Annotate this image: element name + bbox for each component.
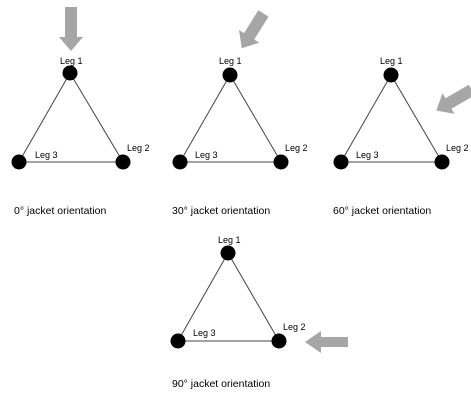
panel-60-deg: Leg 1 Leg 2 Leg 3 60° jacket orientation [333,56,471,217]
panel-caption: 30° jacket orientation [172,205,270,217]
edge-leg1-leg3 [177,252,229,342]
leg-3-label: Leg 3 [35,150,58,160]
leg-3-label: Leg 3 [356,150,379,160]
edge-leg1-leg2 [390,74,443,163]
leg-1-node [62,65,78,81]
leg-3-node [172,154,188,170]
leg-2-label: Leg 2 [283,322,306,332]
leg-2-label: Leg 2 [285,143,308,153]
panel-0-deg: Leg 1 Leg 2 Leg 3 0° jacket orientation [11,7,150,217]
edge-leg1-leg3 [340,74,392,163]
leg-2-node [273,154,289,170]
edge-leg1-leg3 [179,74,231,163]
leg-2-label: Leg 2 [446,143,469,153]
leg-3-node [11,154,27,170]
edge-leg1-leg3 [18,72,71,163]
load-arrow-icon [305,331,348,353]
leg-3-label: Leg 3 [193,328,216,338]
leg-2-node [271,333,287,349]
panel-caption: 0° jacket orientation [14,205,106,217]
edge-leg1-leg2 [69,72,124,163]
leg-2-node [115,154,131,170]
load-arrow-icon [238,10,269,49]
leg-3-node [333,154,349,170]
panel-90-deg: Leg 1 Leg 2 Leg 3 90° jacket orientation [170,235,348,390]
panel-caption: 60° jacket orientation [333,205,431,217]
load-arrow-icon [59,7,83,51]
leg-1-label: Leg 1 [218,235,241,245]
leg-1-node [222,67,238,83]
leg-2-label: Leg 2 [127,143,150,153]
leg-1-node [220,245,236,261]
panel-caption: 90° jacket orientation [172,378,270,390]
leg-1-label: Leg 1 [219,56,242,66]
leg-1-node [383,67,399,83]
leg-3-label: Leg 3 [195,150,218,160]
edge-leg1-leg2 [229,74,282,163]
leg-3-node [170,333,186,349]
leg-1-label: Leg 1 [60,56,83,66]
panel-30-deg: Leg 1 Leg 2 Leg 3 30° jacket orientation [172,10,308,217]
edge-leg1-leg2 [227,252,280,342]
load-arrow-icon [436,84,471,114]
leg-1-label: Leg 1 [380,56,403,66]
leg-2-node [434,154,450,170]
